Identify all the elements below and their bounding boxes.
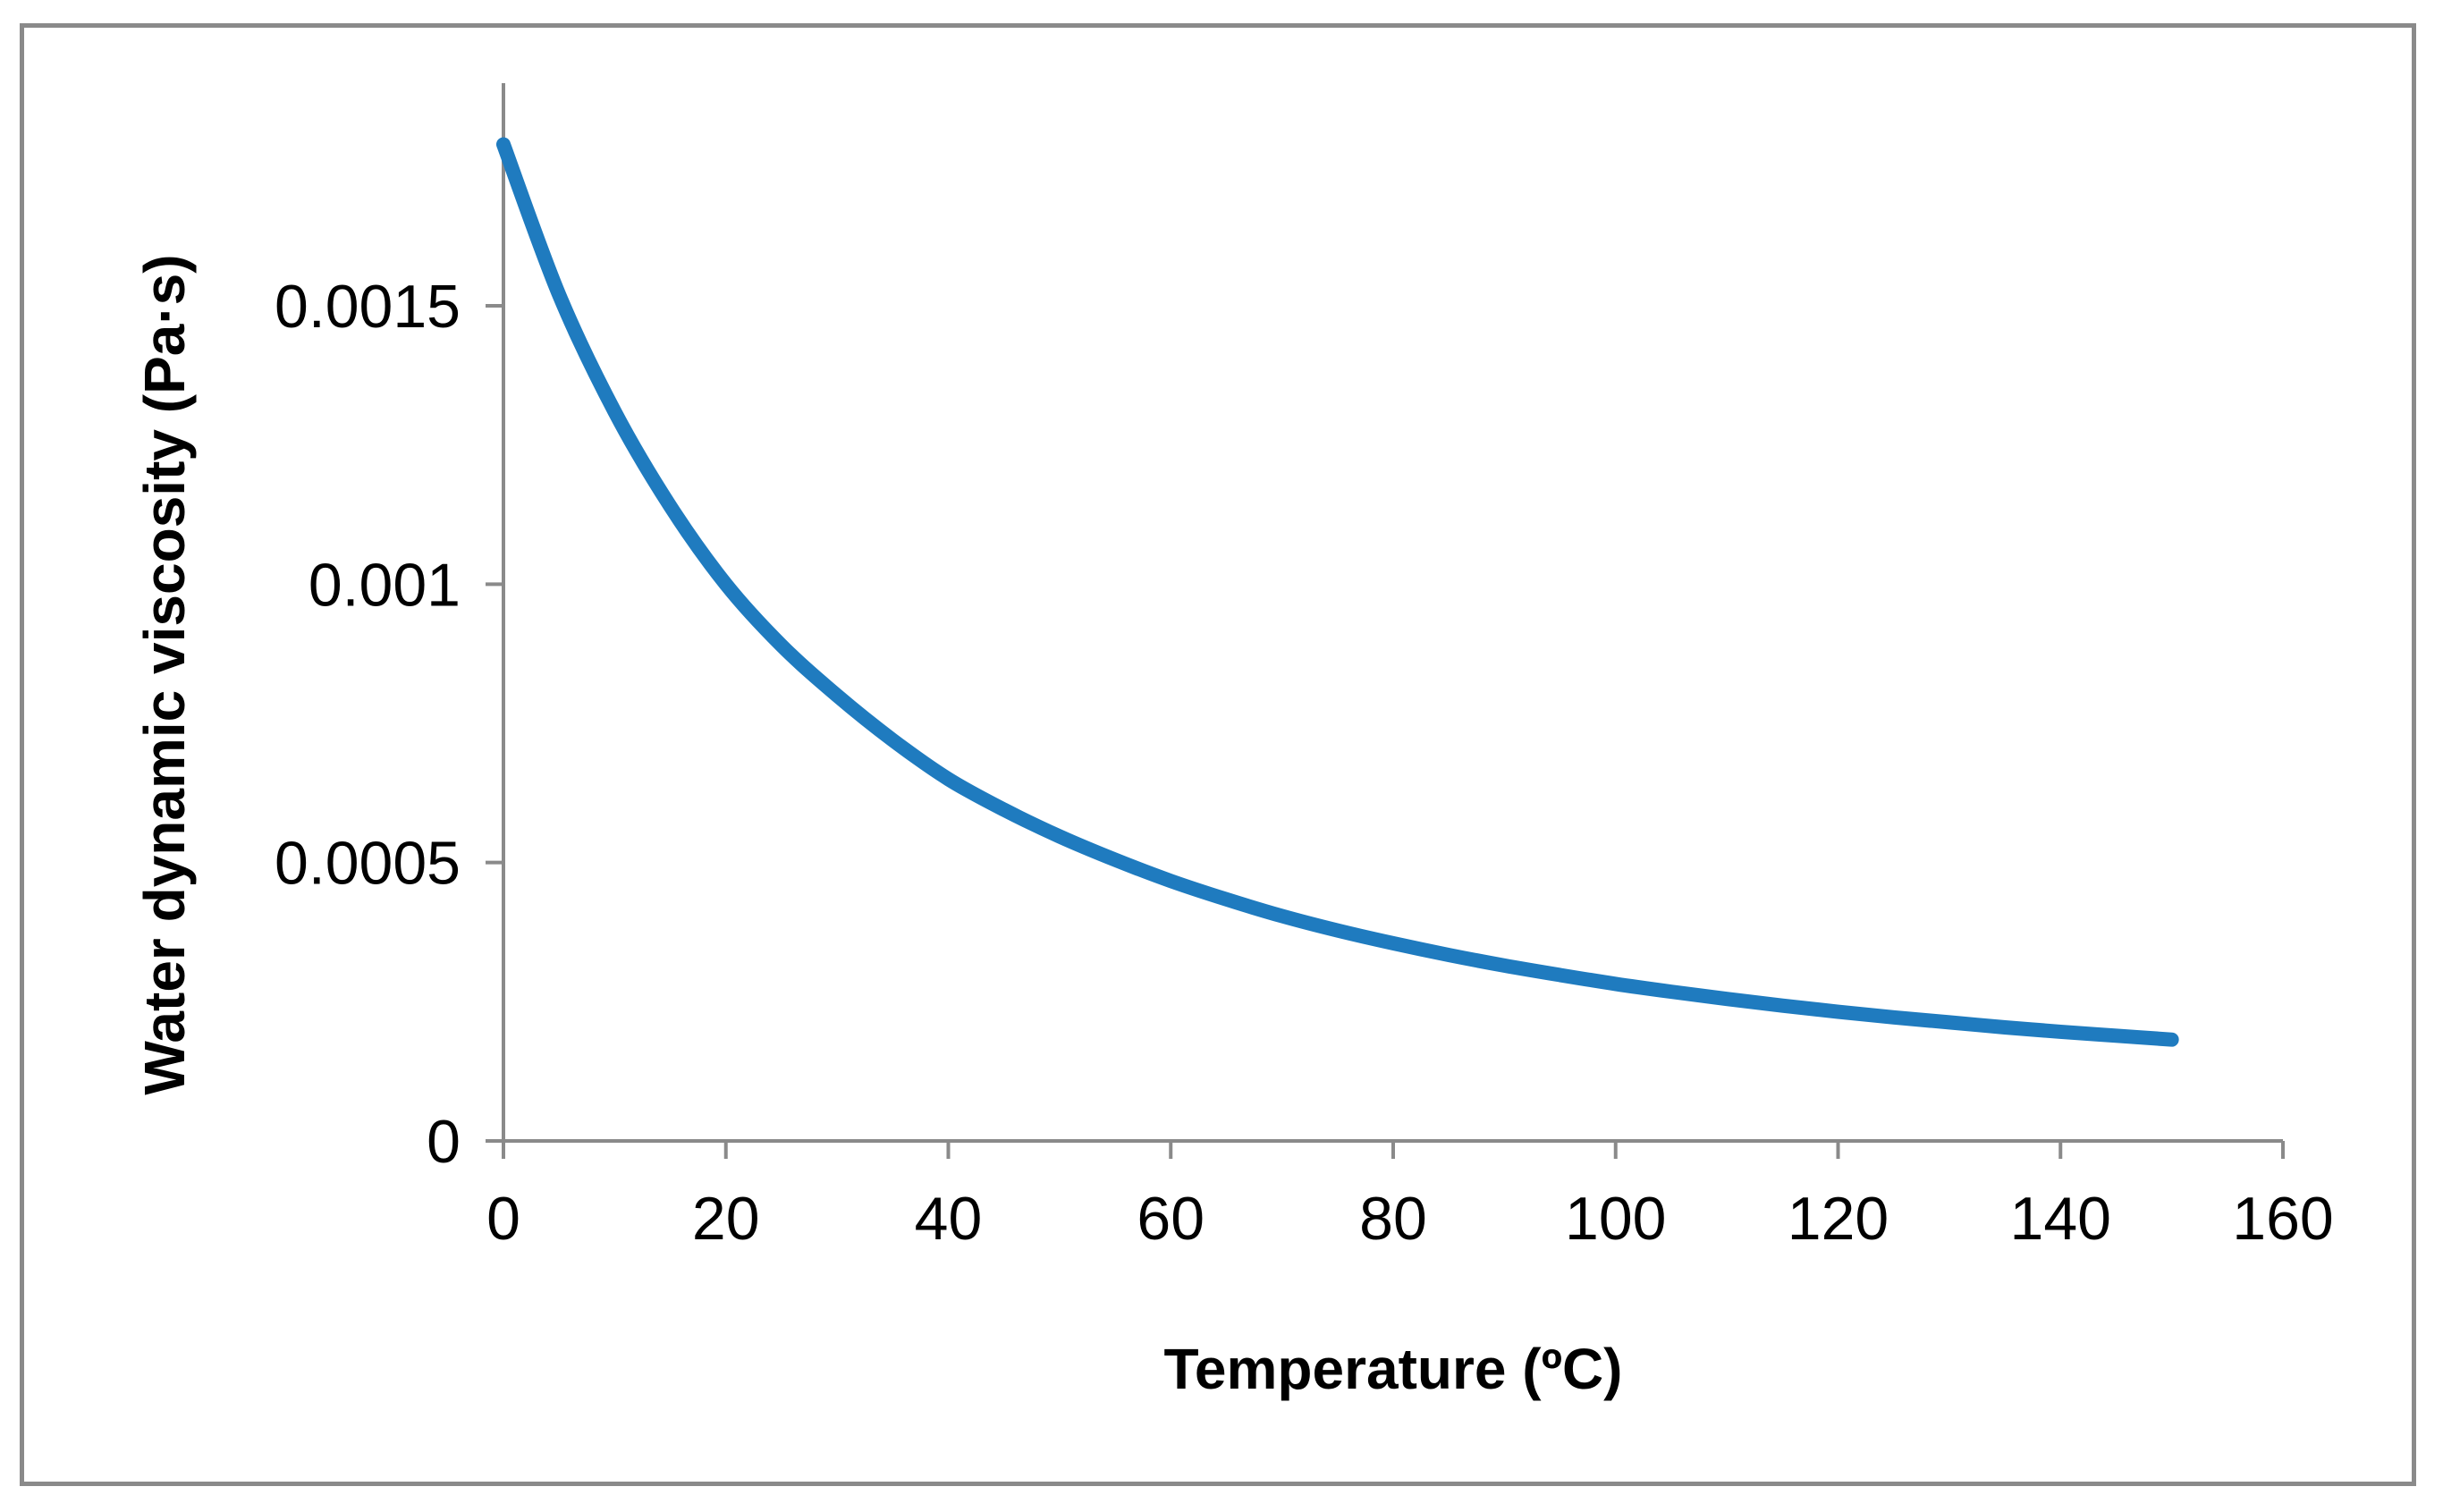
x-tick-label: 0 — [486, 1185, 520, 1253]
series-layer — [496, 137, 2179, 1047]
y-tick-label: 0.0015 — [275, 273, 461, 341]
y-tick-label: 0 — [427, 1108, 461, 1176]
x-axis-title: Temperature (ºC) — [1164, 1337, 1623, 1401]
series-line-viscosity — [496, 137, 2179, 1047]
x-tick-label: 140 — [2010, 1185, 2111, 1253]
x-tick-label: 100 — [1565, 1185, 1666, 1253]
x-tick-label: 20 — [692, 1185, 760, 1253]
y-tick-label: 0.001 — [309, 551, 461, 619]
chart-frame — [20, 23, 2416, 1486]
y-axis-title: Water dynamic viscosity (Pa·s) — [132, 254, 197, 1094]
axes: 0 20 40 60 80 100 120 140 160 0 0.0005 0.001 0.0015 — [275, 83, 2334, 1253]
x-tick-label: 40 — [915, 1185, 983, 1253]
x-tick-label: 80 — [1359, 1185, 1427, 1253]
x-tick-label: 160 — [2232, 1185, 2333, 1253]
x-tick-label: 120 — [1788, 1185, 1889, 1253]
x-tick-label: 60 — [1137, 1185, 1205, 1253]
y-tick-label: 0.0005 — [275, 830, 461, 898]
